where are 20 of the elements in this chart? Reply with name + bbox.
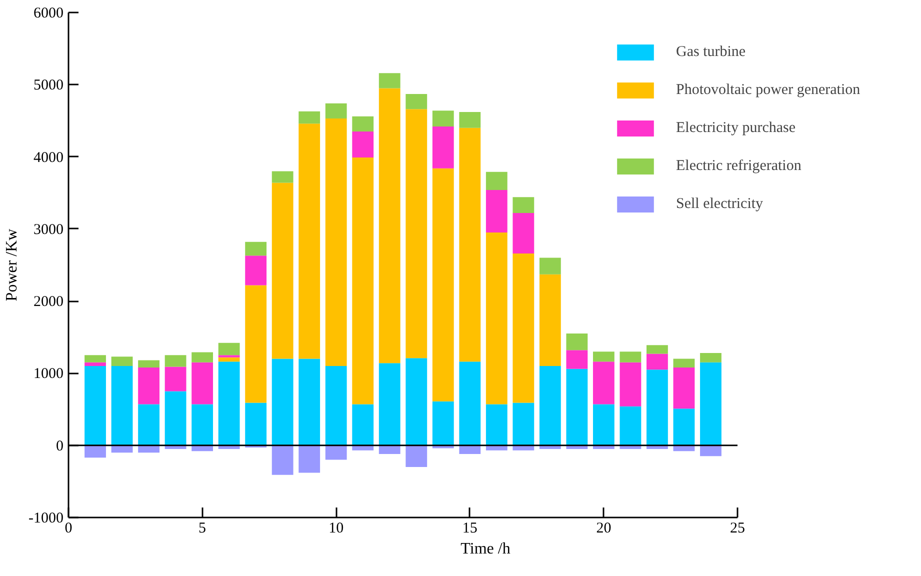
- y-tick-label: 0: [56, 438, 64, 454]
- y-tick-label: 4000: [34, 150, 64, 166]
- legend-label: Gas turbine: [676, 44, 746, 60]
- x-tick-label: 5: [198, 520, 206, 536]
- legend-label: Electricity purchase: [676, 120, 796, 136]
- y-tick-label: 3000: [34, 222, 64, 238]
- y-tick-label: 2000: [34, 294, 64, 310]
- x-tick-label: 10: [328, 520, 344, 536]
- y-axis-title: Power /Kw: [4, 228, 21, 302]
- x-tick-label: 15: [462, 520, 478, 536]
- x-tick-label: 25: [730, 520, 745, 536]
- y-tick-label: 1000: [34, 366, 64, 382]
- y-tick-label: 5000: [34, 78, 64, 94]
- x-tick-label: 20: [596, 520, 612, 536]
- x-axis-title: Time /h: [460, 540, 510, 558]
- legend-label: Sell electricity: [676, 196, 764, 212]
- legend-label: Photovoltaic power generation: [676, 82, 860, 98]
- y-tick-label: 6000: [34, 6, 64, 22]
- legend-label: Electric refrigeration: [676, 158, 802, 174]
- y-tick-label: -1000: [28, 510, 64, 526]
